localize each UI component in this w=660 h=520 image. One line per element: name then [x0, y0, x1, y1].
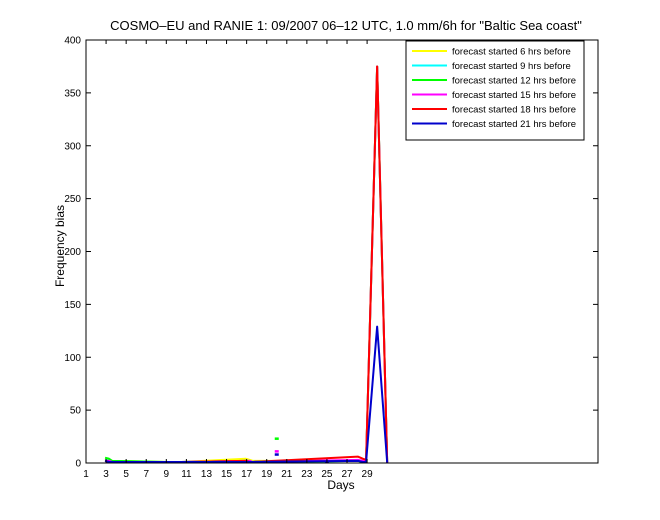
x-tick-label: 15 — [221, 469, 233, 480]
legend-label-2: forecast started 9 hrs before — [452, 61, 571, 72]
legend-label-5: forecast started 18 hrs before — [452, 105, 576, 116]
y-tick-label: 300 — [64, 141, 81, 152]
legend-label-6: forecast started 21 hrs before — [452, 119, 576, 130]
x-tick-label: 13 — [201, 469, 213, 480]
x-tick-label: 11 — [181, 469, 192, 480]
x-tick-label: 1 — [83, 469, 89, 480]
y-tick-label: 150 — [64, 300, 81, 311]
axes-layer: 1 3 5 7 9 11 13 15 17 19 21 23 25 27 29050100150200250… — [64, 36, 599, 480]
y-tick-label: 200 — [64, 247, 81, 258]
y-axis-label: Frequency bias — [53, 205, 67, 287]
legend-label-1: forecast started 6 hrs before — [452, 47, 571, 58]
x-tick-label: 19 — [261, 469, 273, 480]
y-tick-label: 50 — [70, 406, 82, 417]
x-tick-label: 5 — [123, 469, 129, 480]
x-tick-label: 27 — [341, 469, 353, 480]
legend-label-3: forecast started 12 hrs before — [452, 76, 576, 87]
x-tick-label: 7 — [143, 469, 149, 480]
x-tick-label: 21 — [281, 469, 293, 480]
chart-title: COSMO–EU and RANIE 1: 09/2007 06–12 UTC,… — [110, 18, 582, 33]
x-tick-label: 25 — [321, 469, 333, 480]
x-tick-label: 3 — [103, 469, 109, 480]
y-tick-label: 100 — [64, 353, 81, 364]
y-tick-label: 250 — [64, 194, 81, 205]
series-line-6 — [104, 325, 389, 463]
x-tick-label: 29 — [362, 469, 374, 480]
legend: forecast started 6 hrs before forecast st… — [405, 40, 585, 141]
x-tick-label: 9 — [164, 469, 170, 480]
legend-label-4: forecast started 15 hrs before — [452, 90, 576, 101]
x-axis-label: Days — [327, 478, 354, 492]
y-tick-label: 400 — [64, 36, 81, 47]
y-tick-label: 0 — [75, 459, 81, 470]
series-layer — [104, 65, 389, 464]
y-tick-label: 350 — [64, 88, 81, 99]
x-tick-label: 23 — [301, 469, 313, 480]
x-tick-label: 17 — [241, 469, 253, 480]
